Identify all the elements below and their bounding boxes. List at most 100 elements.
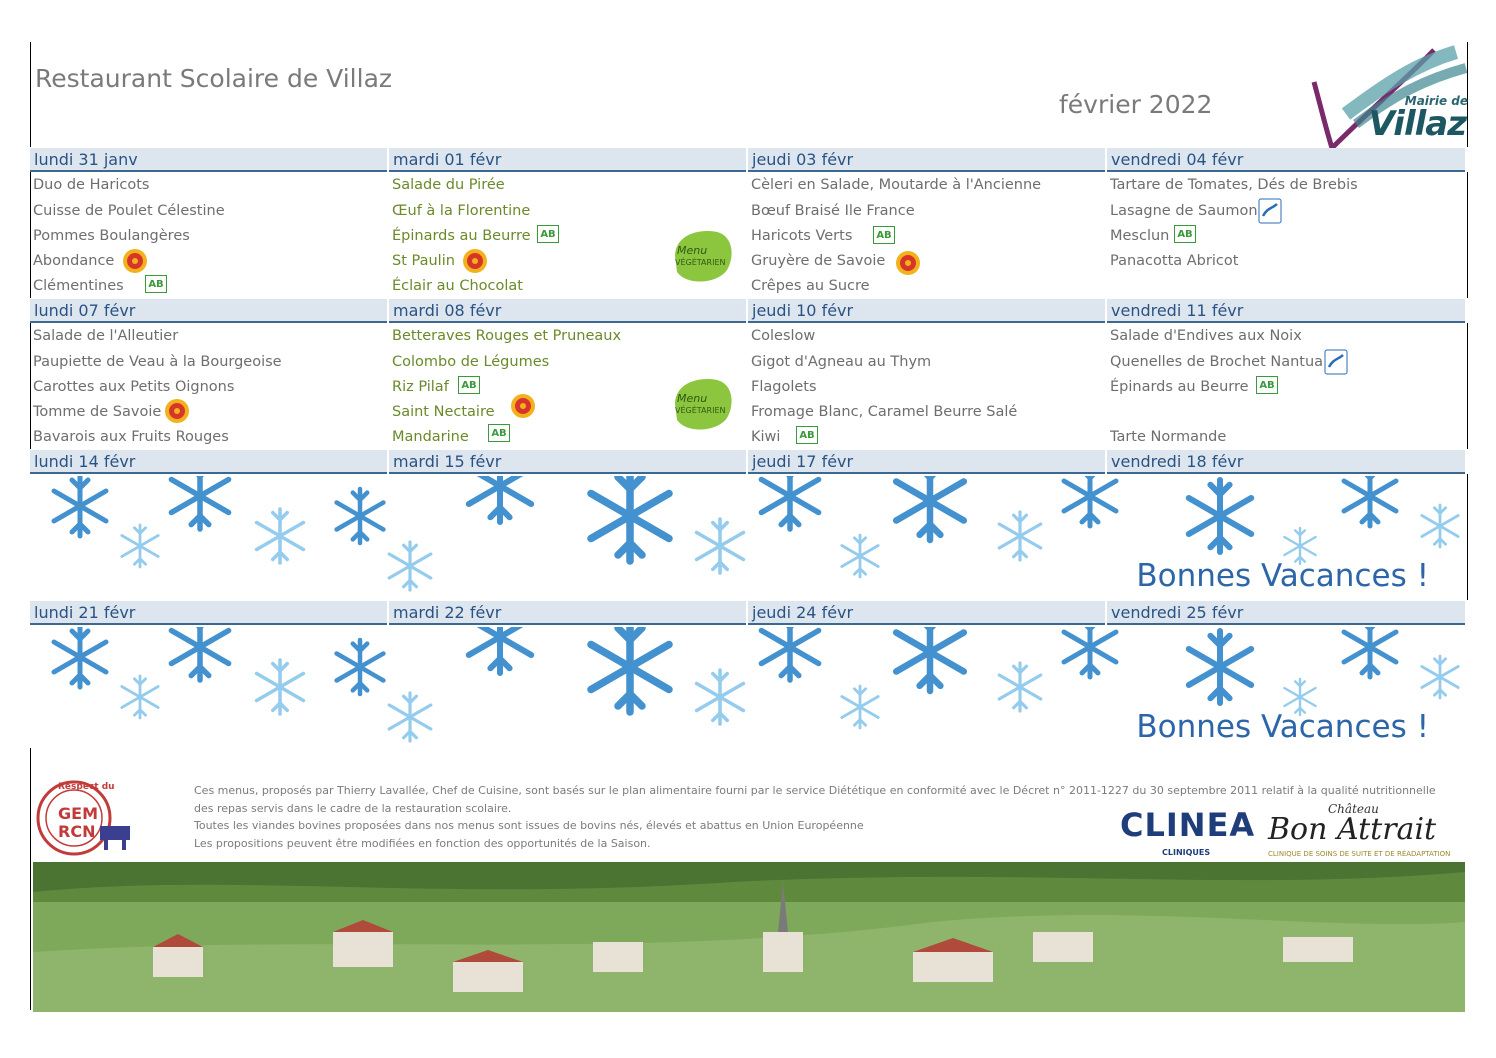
day-header: mardi 15 févr (389, 450, 746, 474)
dish: St Paulin (392, 253, 455, 269)
dish: Mandarine (392, 429, 469, 445)
day-header: vendredi 11 févr (1107, 299, 1465, 323)
ab-organic-icon: AB (873, 226, 895, 244)
gem-seal-line2: RCN (58, 822, 96, 841)
svg-text:AB: AB (491, 428, 506, 439)
frame-line-right (1467, 323, 1468, 449)
dish: Tomme de Savoie (33, 404, 162, 420)
ab-organic-icon: AB (796, 426, 818, 444)
dish: Riz Pilaf (392, 379, 449, 395)
dish: Salade de l'Alleutier (33, 328, 179, 344)
footer-line: Toutes les viandes bovines proposées dan… (194, 819, 864, 832)
dish: Coleslow (751, 328, 816, 344)
chateau-logo-sub: CLINIQUE DE SOINS DE SUITE ET DE RÉADAPT… (1268, 850, 1451, 858)
footer-line: Ces menus, proposés par Thierry Lavallée… (194, 784, 1436, 797)
veg-badge-line2: VÉGÉTARIEN (675, 258, 726, 267)
dish: Flagolets (751, 379, 817, 395)
gem-seal-top-text: Respect du (58, 782, 115, 792)
menu-month: février 2022 (1059, 90, 1213, 119)
villaz-logo: Mairie de Villaz (1306, 44, 1470, 154)
svg-text:AB: AB (148, 279, 163, 290)
day-header: jeudi 17 févr (748, 450, 1105, 474)
aop-label-icon (165, 399, 189, 423)
msc-fish-icon (1258, 198, 1282, 224)
footer-notice: Ces menus, proposés par Thierry Lavallée… (194, 782, 1454, 852)
snowflake-banner: Bonnes Vacances ! (30, 476, 1465, 596)
dish: Bœuf Braisé Ile France (751, 203, 915, 219)
dish: Quenelles de Brochet Nantua (1110, 354, 1324, 370)
day-header: lundi 14 févr (30, 450, 387, 474)
dish: Salade du Pirée (392, 177, 505, 193)
holiday-message: Bonnes Vacances ! (1136, 709, 1429, 745)
svg-text:AB: AB (461, 380, 476, 391)
dish: Saint Nectaire (392, 404, 495, 420)
day-header: mardi 22 févr (389, 601, 746, 625)
dish: Kiwi (751, 429, 781, 445)
holiday-message: Bonnes Vacances ! (1136, 558, 1429, 594)
dish: Œuf à la Florentine (392, 203, 531, 219)
dish: Duo de Haricots (33, 177, 150, 193)
villaz-logo-graphic (1311, 45, 1468, 150)
village-landscape-photo (33, 862, 1465, 1012)
frame-line-left (30, 323, 31, 449)
aop-label-icon (896, 251, 920, 275)
frame-line-right (1467, 474, 1468, 600)
dish: Carottes aux Petits Oignons (33, 379, 235, 395)
dish: Paupiette de Veau à la Bourgeoise (33, 354, 282, 370)
ab-organic-icon: AB (488, 424, 510, 442)
veg-badge-line1: Menu (677, 392, 708, 405)
day-header: jeudi 10 févr (748, 299, 1105, 323)
veg-badge-line2: VÉGÉTARIEN (675, 406, 726, 415)
aop-label-icon (123, 249, 147, 273)
clinea-logo: CLINEA CLINIQUES (1120, 800, 1260, 860)
vegetarian-menu-badge: Menu VÉGÉTARIEN (667, 374, 737, 434)
footer-line: des repas servis dans le cadre de la res… (194, 801, 512, 815)
page-title: Restaurant Scolaire de Villaz (35, 64, 393, 93)
frame-line-right (1467, 42, 1468, 147)
vegetarian-leaf-icon (675, 379, 732, 430)
ab-organic-icon: AB (1174, 225, 1196, 243)
gem-rcn-seal: Respect du GEM RCN (34, 778, 140, 858)
dish: Gruyère de Savoie (751, 253, 886, 269)
day-header: vendredi 04 févr (1107, 148, 1465, 172)
day-header: mardi 01 févr (389, 148, 746, 172)
day-header: mardi 08 févr (389, 299, 746, 323)
aop-label-icon (463, 249, 487, 273)
dish: Mesclun (1110, 228, 1170, 244)
logo-mairie-text: Mairie de (1404, 94, 1468, 108)
day-header: lundi 31 janv (30, 148, 387, 172)
veg-badge-line1: Menu (677, 244, 708, 257)
gem-seal-line1: GEM (58, 804, 98, 823)
dish: Crêpes au Sucre (751, 278, 870, 294)
dish: Tarte Normande (1110, 429, 1227, 445)
dish: Clémentines (33, 278, 124, 294)
dish: Cuisse de Poulet Célestine (33, 203, 225, 219)
chateau-logo-top: Château (1328, 802, 1379, 816)
dish: Pommes Boulangères (33, 228, 190, 244)
ab-organic-icon: AB (145, 275, 167, 293)
ab-organic-icon: AB (537, 225, 559, 243)
dish: Lasagne de Saumon (1110, 203, 1258, 219)
ab-organic-icon: AB (458, 376, 480, 394)
svg-text:AB: AB (1259, 380, 1274, 391)
logo-villaz-text: Villaz (1368, 104, 1467, 144)
vegetarian-leaf-icon (675, 231, 732, 282)
day-header: lundi 07 févr (30, 299, 387, 323)
vegetarian-menu-badge: Menu VÉGÉTARIEN (667, 226, 737, 286)
dish: Bavarois aux Fruits Rouges (33, 429, 229, 445)
day-header: jeudi 24 févr (748, 601, 1105, 625)
dish: Panacotta Abricot (1110, 253, 1239, 269)
msc-fish-icon (1324, 349, 1348, 375)
day-header: vendredi 25 févr (1107, 601, 1465, 625)
village-landscape-graphic (33, 862, 1465, 1012)
frame-line-left (30, 172, 31, 298)
footer-line: Les propositions peuvent être modifiées … (194, 836, 651, 850)
clinea-logo-sub: CLINIQUES (1162, 848, 1211, 857)
dish: Haricots Verts (751, 228, 853, 244)
dish: Gigot d'Agneau au Thym (751, 354, 932, 370)
ab-organic-icon: AB (1256, 376, 1278, 394)
aop-label-icon (511, 394, 535, 418)
day-header: lundi 21 févr (30, 601, 387, 625)
dish: Éclair au Chocolat (392, 278, 523, 294)
snowflake-banner: Bonnes Vacances ! (30, 627, 1465, 747)
